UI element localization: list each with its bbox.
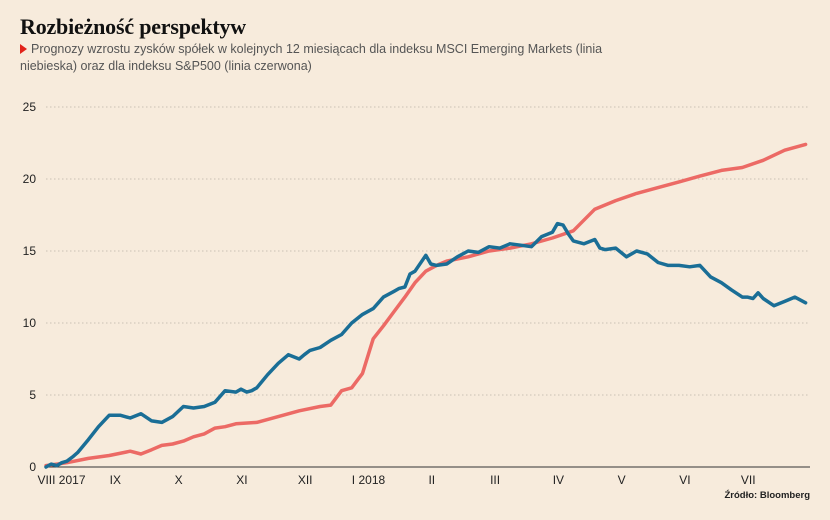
- x-tick-label: II: [428, 473, 435, 487]
- grid-lines: [46, 106, 810, 468]
- source-note: Źródło: Bloomberg: [724, 490, 811, 501]
- x-tick-label: X: [175, 473, 183, 487]
- x-tick-label: V: [618, 473, 626, 487]
- sp500-line: [44, 142, 808, 468]
- x-tick-label: IX: [110, 473, 121, 487]
- y-tick-label: 0: [29, 460, 36, 474]
- y-tick-label: 15: [23, 244, 37, 258]
- y-tick-label: 20: [23, 172, 37, 186]
- y-tick-label: 25: [23, 100, 37, 114]
- chart-title: Rozbieżność perspektyw: [20, 14, 246, 39]
- x-tick-label: VI: [679, 473, 690, 487]
- msci-em-line: [44, 221, 808, 469]
- x-tick-label: VIII 2017: [37, 473, 85, 487]
- y-tick-label: 10: [23, 316, 37, 330]
- triangle-marker-icon: [20, 44, 27, 54]
- chart-subtitle: Prognozy wzrostu zysków spółek w kolejny…: [20, 41, 660, 75]
- y-axis: 0 5 10 15 20 25: [23, 100, 37, 474]
- x-tick-label: III: [490, 473, 500, 487]
- x-axis: VIII 2017 IX X XI XII I 2018 II III IV V VI VII: [37, 473, 755, 487]
- x-tick-label: I 2018: [352, 473, 386, 487]
- subtitle-text: Prognozy wzrostu zysków spółek w kolejny…: [20, 42, 603, 73]
- x-tick-label: XII: [298, 473, 313, 487]
- x-tick-label: IV: [553, 473, 564, 487]
- y-tick-label: 5: [29, 388, 36, 402]
- x-tick-label: VII: [741, 473, 756, 487]
- series-lines: [44, 142, 808, 469]
- x-tick-label: XI: [236, 473, 247, 487]
